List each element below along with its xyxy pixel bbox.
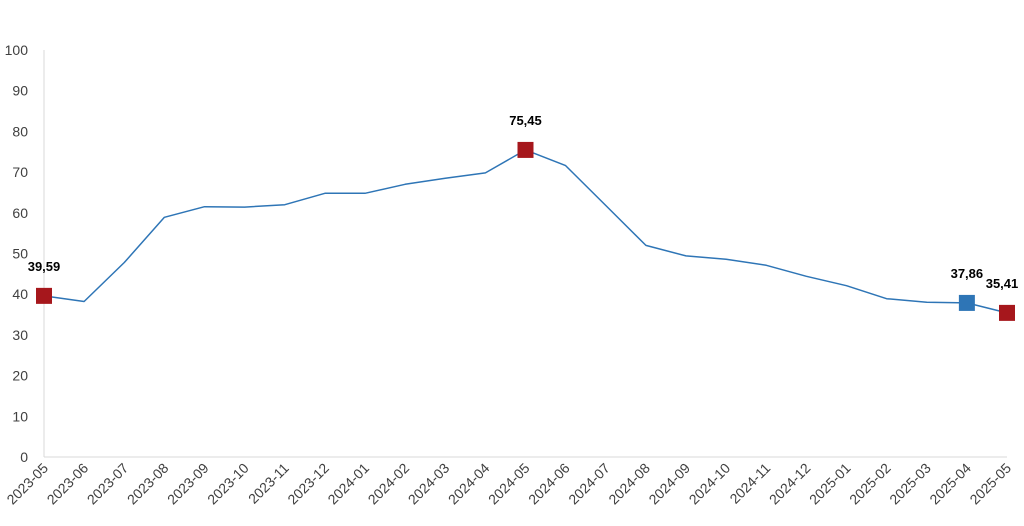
x-tick-label: 2023-10	[204, 460, 252, 508]
x-tick-label: 2024-04	[445, 460, 493, 508]
x-tick-label: 2025-05	[966, 460, 1014, 508]
x-tick-labels: 2023-052023-062023-072023-082023-092023-…	[3, 460, 1014, 508]
series-line	[43, 149, 1008, 314]
x-tick-label: 2024-11	[726, 460, 773, 507]
y-tick-label: 50	[12, 246, 28, 262]
highlight-marker	[958, 294, 975, 311]
data-label: 39,59	[28, 259, 61, 274]
y-tick-labels: 0 10 20 30 40 50 60 70 80 90 100	[5, 42, 29, 465]
y-tick-label: 40	[12, 286, 28, 302]
data-label: 37,86	[951, 266, 984, 281]
highlight-marker	[36, 287, 52, 304]
x-tick-label: 2023-07	[84, 460, 132, 508]
x-tick-label: 2024-03	[405, 460, 453, 508]
series-group	[43, 149, 1008, 314]
x-tick-label: 2023-12	[284, 460, 332, 508]
data-label: 75,45	[509, 113, 542, 128]
y-tick-label: 80	[12, 123, 28, 139]
highlight-marker	[517, 141, 534, 158]
x-tick-label: 2024-01	[324, 460, 372, 508]
x-tick-label: 2024-07	[565, 460, 613, 508]
x-tick-label: 2024-12	[766, 460, 814, 508]
y-tick-label: 20	[12, 368, 28, 384]
x-tick-label: 2025-02	[846, 460, 894, 508]
x-tick-label: 2024-09	[645, 460, 693, 508]
highlight-marker	[999, 304, 1015, 321]
highlight-markers	[36, 141, 1015, 321]
x-tick-label: 2023-05	[3, 460, 51, 508]
x-tick-label: 2025-04	[926, 460, 974, 508]
x-tick-label: 2025-03	[886, 460, 934, 508]
x-tick-label: 2023-11	[245, 460, 292, 507]
x-tick-label: 2023-09	[164, 460, 212, 508]
y-tick-label: 70	[12, 164, 28, 180]
y-tick-label: 10	[12, 408, 28, 424]
x-tick-label: 2023-08	[124, 460, 172, 508]
y-tick-label: 0	[20, 449, 28, 465]
data-label: 35,41	[986, 276, 1019, 291]
y-tick-label: 30	[12, 327, 28, 343]
x-tick-label: 2024-08	[605, 460, 653, 508]
x-tick-label: 2025-01	[806, 460, 854, 508]
x-tick-label: 2023-06	[44, 460, 92, 508]
x-tick-label: 2024-02	[365, 460, 413, 508]
y-tick-label: 90	[12, 83, 28, 99]
x-tick-label: 2024-06	[525, 460, 573, 508]
x-tick-label: 2024-05	[485, 460, 533, 508]
y-tick-label: 100	[5, 42, 29, 58]
y-tick-label: 60	[12, 205, 28, 221]
x-tick-label: 2024-10	[686, 460, 734, 508]
